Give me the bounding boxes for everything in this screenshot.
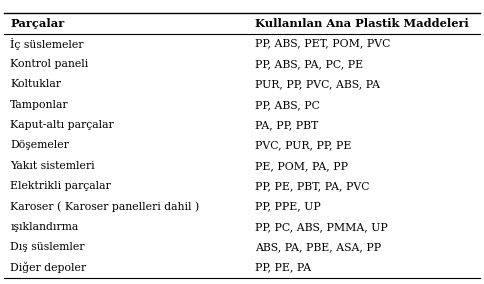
Text: PE, POM, PA, PP: PE, POM, PA, PP [255, 161, 348, 171]
Text: PP, PC, ABS, PMMA, UP: PP, PC, ABS, PMMA, UP [255, 222, 388, 232]
Text: Karoser ( Karoser panelleri dahil ): Karoser ( Karoser panelleri dahil ) [10, 201, 199, 212]
Text: PUR, PP, PVC, ABS, PA: PUR, PP, PVC, ABS, PA [255, 80, 380, 89]
Text: ABS, PA, PBE, ASA, PP: ABS, PA, PBE, ASA, PP [255, 242, 381, 252]
Text: Koltuklar: Koltuklar [10, 80, 61, 89]
Text: Dış süslemler: Dış süslemler [10, 242, 85, 252]
Text: PP, PPE, UP: PP, PPE, UP [255, 202, 321, 212]
Text: PP, ABS, PET, POM, PVC: PP, ABS, PET, POM, PVC [255, 39, 391, 49]
Text: Diğer depoler: Diğer depoler [10, 262, 86, 273]
Text: İç süslemeler: İç süslemeler [10, 38, 84, 50]
Text: Parçalar: Parçalar [10, 18, 64, 29]
Text: Yakıt sistemleri: Yakıt sistemleri [10, 161, 95, 171]
Text: Kullanılan Ana Plastik Maddeleri: Kullanılan Ana Plastik Maddeleri [255, 18, 469, 29]
Text: PP, PE, PA: PP, PE, PA [255, 263, 311, 273]
Text: PP, PE, PBT, PA, PVC: PP, PE, PBT, PA, PVC [255, 181, 370, 191]
Text: PP, ABS, PC: PP, ABS, PC [255, 100, 320, 110]
Text: PP, ABS, PA, PC, PE: PP, ABS, PA, PC, PE [255, 59, 363, 69]
Text: Kontrol paneli: Kontrol paneli [10, 59, 89, 69]
Text: Kaput-altı parçalar: Kaput-altı parçalar [10, 120, 114, 130]
Text: ışıklandırma: ışıklandırma [10, 222, 78, 232]
Text: Döşemeler: Döşemeler [10, 141, 69, 151]
Text: PA, PP, PBT: PA, PP, PBT [255, 120, 318, 130]
Text: PVC, PUR, PP, PE: PVC, PUR, PP, PE [255, 141, 351, 151]
Text: Tamponlar: Tamponlar [10, 100, 69, 110]
Text: Elektrikli parçalar: Elektrikli parçalar [10, 181, 111, 191]
